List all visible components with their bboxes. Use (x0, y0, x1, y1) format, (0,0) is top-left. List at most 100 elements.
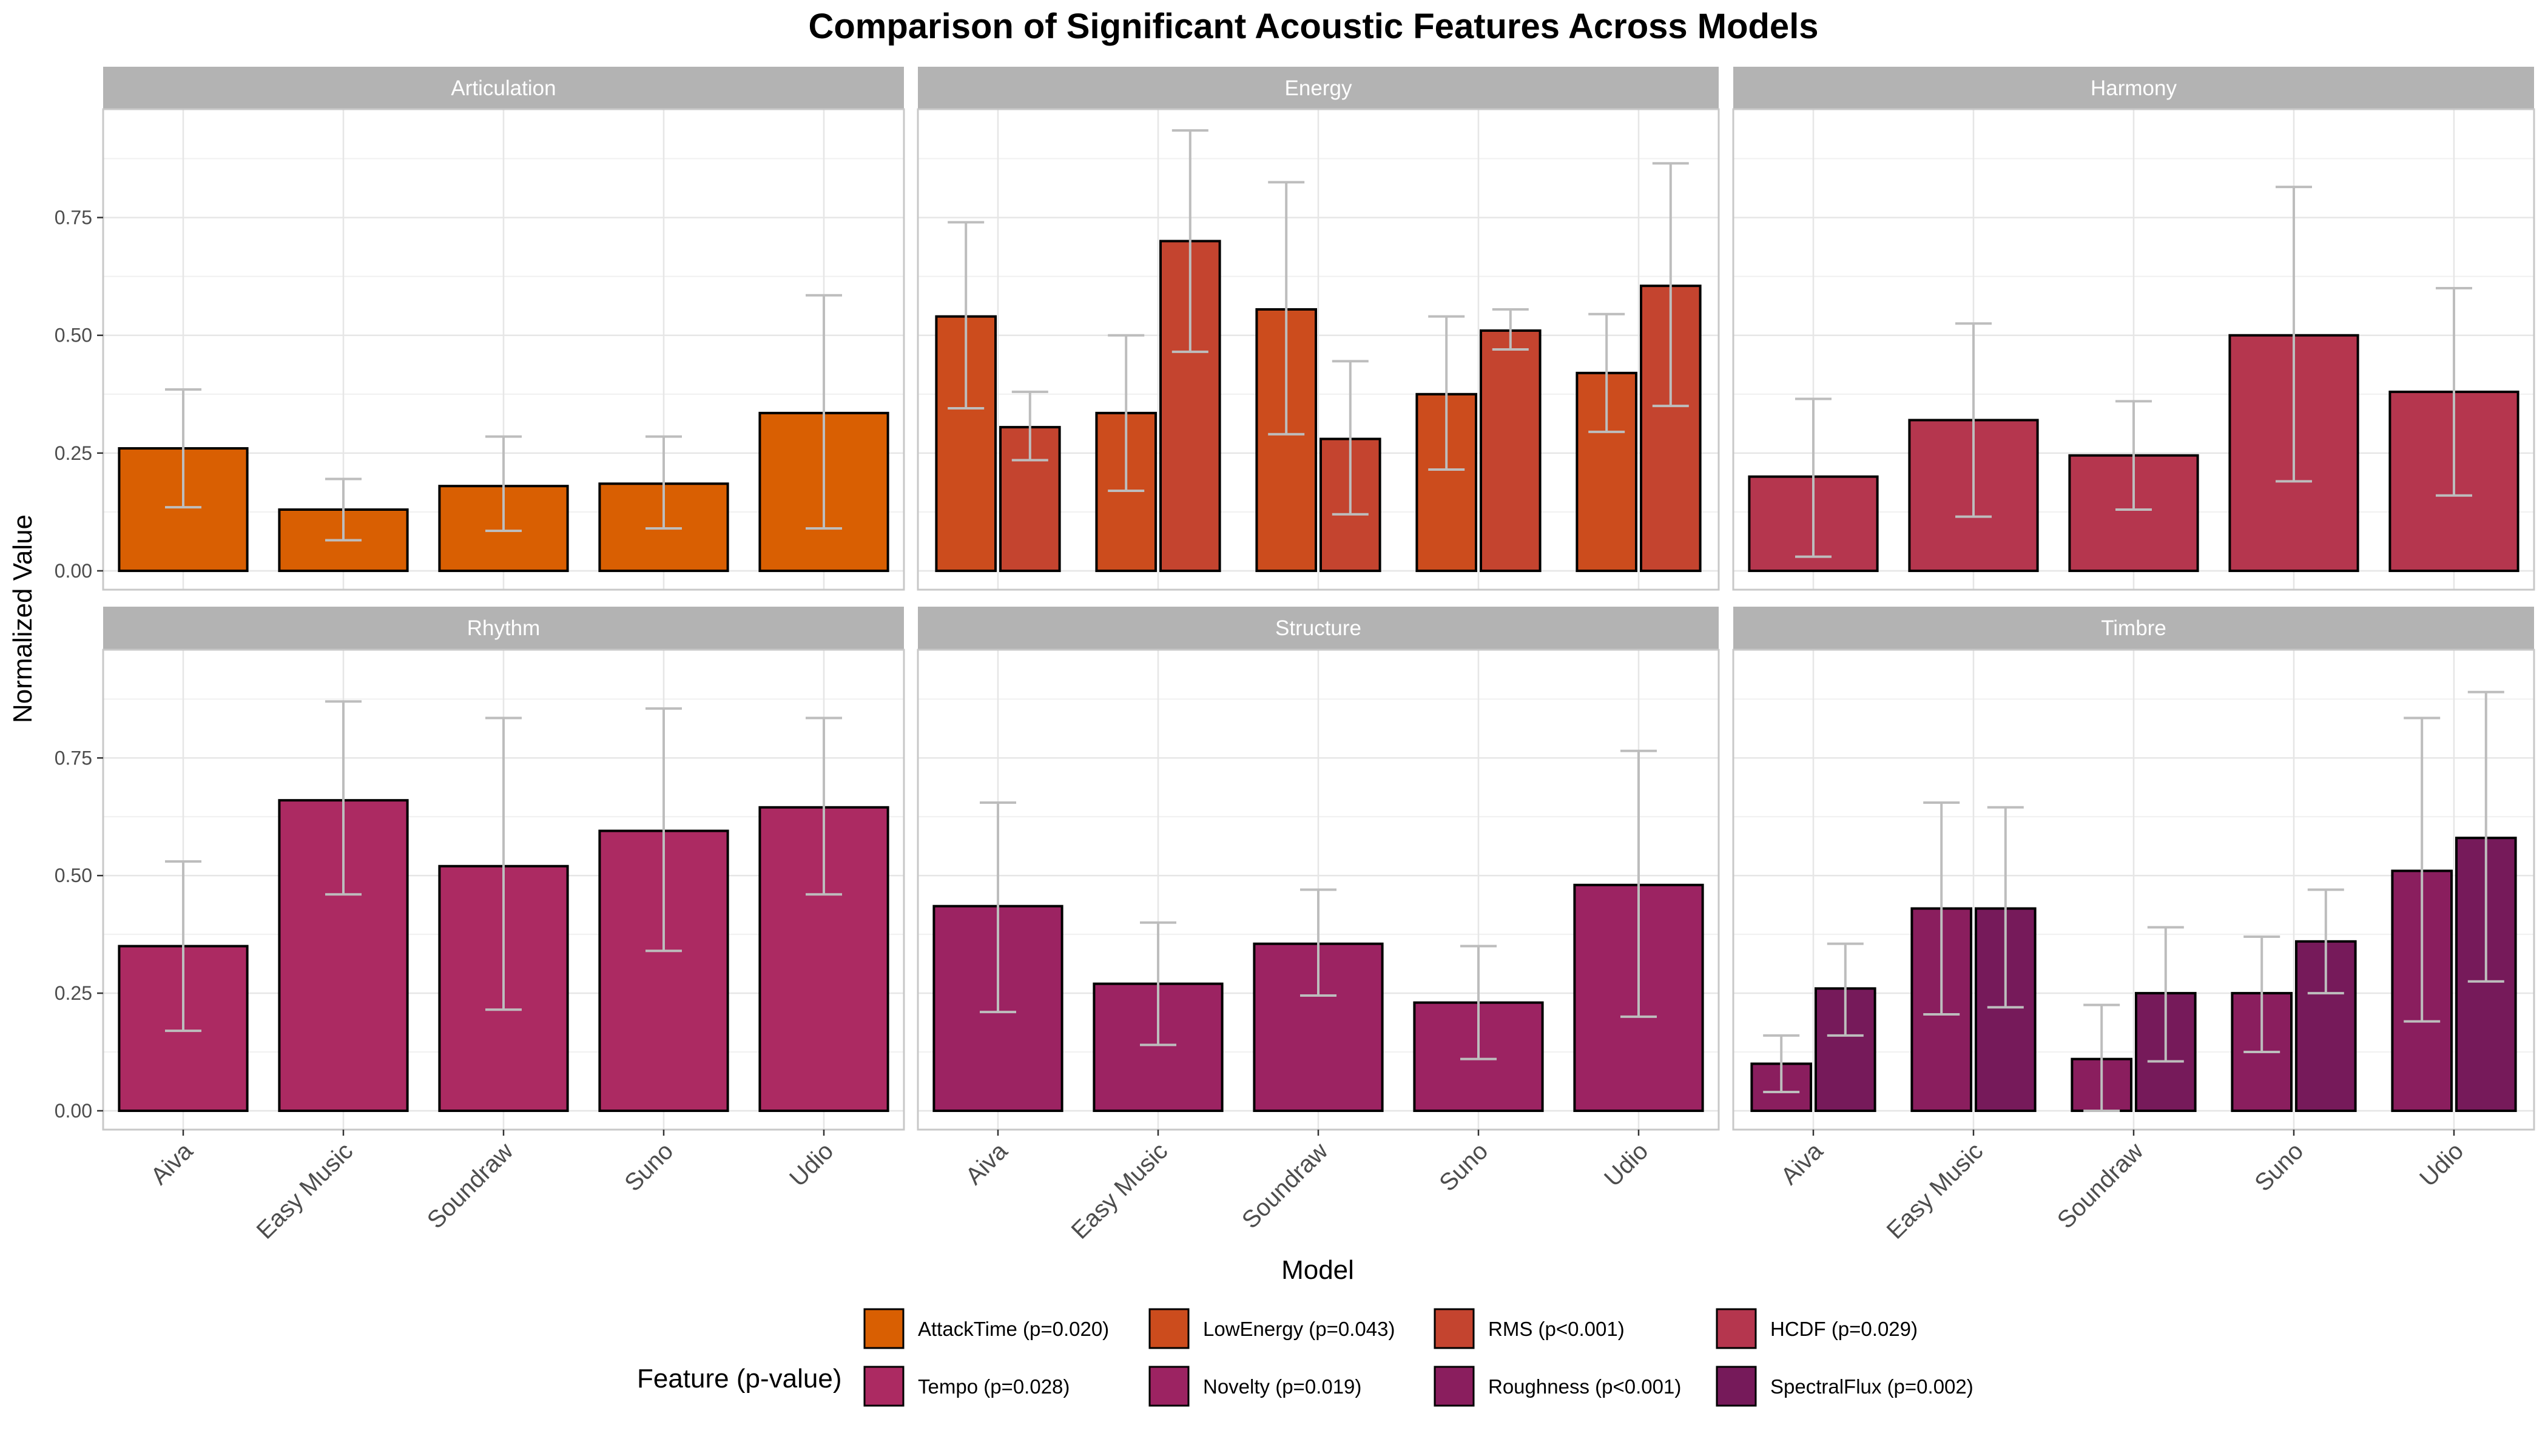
y-tick-label: 0.50 (55, 325, 92, 346)
error-bar-spectralflux-aiva (1827, 942, 1864, 1037)
legend-key-novelty (1148, 1366, 1190, 1407)
y-tick-label: 0.00 (55, 560, 92, 582)
error-bar-tempo-soundraw (485, 716, 522, 1011)
y-tick-label: 0.00 (55, 1100, 92, 1122)
legend-label-tempo: Tempo (p=0.028) (918, 1375, 1070, 1398)
x-tick-label: Soundraw (1237, 1138, 1333, 1234)
error-bar-lowenergy-easy-music (1108, 334, 1145, 492)
y-tick-label: 0.75 (55, 207, 92, 229)
error-bar-lowenergy-suno (1428, 315, 1465, 471)
chart-title: Comparison of Significant Acoustic Featu… (808, 7, 1818, 46)
error-bar-spectralflux-soundraw (2147, 926, 2184, 1063)
facet-strip (1733, 67, 2534, 109)
error-bar-rms-easy-music (1171, 129, 1208, 353)
x-tick-label: Udio (784, 1138, 838, 1191)
legend-item-hcdf: HCDF (p=0.029) (1716, 1308, 1918, 1349)
error-bar-rms-aiva (1011, 390, 1048, 462)
panel-border (102, 108, 905, 591)
error-bar-roughness-soundraw (2083, 1003, 2120, 1112)
error-bar-hcdf-udio (2436, 287, 2472, 497)
facet-strip (103, 67, 904, 109)
error-bar-tempo-aiva (165, 860, 201, 1033)
x-tick-label: Udio (1599, 1138, 1653, 1191)
legend-label-attacktime: AttackTime (p=0.020) (918, 1318, 1109, 1340)
error-bar-hcdf-easy-music (1955, 322, 1992, 518)
facet-strip (918, 607, 1719, 649)
error-bar-tempo-easy-music (325, 700, 362, 896)
legend-key-hcdf (1716, 1308, 1757, 1349)
legend-key-rms (1434, 1308, 1475, 1349)
legend-item-rms: RMS (p<0.001) (1434, 1308, 1625, 1349)
legend-label-roughness: Roughness (p<0.001) (1488, 1375, 1681, 1398)
facet-panels: Articulation 0.00 0.25 0.50 0.75 Energy Harmon… (55, 67, 2535, 1244)
facet-label: Structure (1275, 616, 1361, 640)
facet-panel-articulation: Articulation 0.00 0.25 0.50 0.75 (55, 67, 905, 591)
y-axis-title: Normalized Value (8, 514, 38, 723)
x-tick-label: Suno (2250, 1138, 2308, 1196)
legend-key-spectralflux (1716, 1366, 1757, 1407)
legend-title: Feature (p-value) (637, 1364, 841, 1394)
legend-key-lowenergy (1148, 1308, 1190, 1349)
facet-panel-harmony: Harmony (1732, 67, 2535, 591)
error-bar-rms-soundraw (1332, 360, 1369, 516)
error-bar-spectralflux-udio (2467, 690, 2504, 983)
legend-item-attacktime: AttackTime (p=0.020) (863, 1308, 1109, 1349)
error-bar-lowenergy-aiva (948, 221, 985, 410)
error-bar-novelty-suno (1460, 945, 1497, 1060)
x-tick-label: Easy Music (252, 1138, 359, 1244)
error-bar-novelty-easy-music (1140, 921, 1176, 1046)
x-tick-label: Aiva (960, 1138, 1013, 1190)
error-bar-hcdf-suno (2276, 186, 2312, 483)
error-bar-attacktime-soundraw (485, 435, 522, 532)
legend-key-tempo (863, 1366, 905, 1407)
error-bar-novelty-udio (1620, 749, 1657, 1018)
x-axis-title: Model (1281, 1255, 1354, 1285)
x-tick-label: Udio (2415, 1138, 2469, 1191)
x-tick-label: Soundraw (2052, 1138, 2149, 1234)
y-tick-label: 0.50 (55, 864, 92, 886)
error-bar-attacktime-udio (806, 294, 842, 530)
facet-strip (103, 607, 904, 649)
y-tick-label: 0.75 (55, 747, 92, 769)
legend-label-spectralflux: SpectralFlux (p=0.002) (1770, 1375, 1973, 1398)
error-bar-attacktime-easy-music (325, 477, 362, 542)
legend-key-roughness (1434, 1366, 1475, 1407)
error-bar-lowenergy-udio (1588, 312, 1625, 433)
facet-label: Articulation (451, 76, 556, 100)
error-bar-novelty-soundraw (1300, 888, 1336, 997)
x-tick-label: Easy Music (1067, 1138, 1173, 1244)
legend-item-lowenergy: LowEnergy (p=0.043) (1148, 1308, 1395, 1349)
legend-item-novelty: Novelty (p=0.019) (1148, 1366, 1361, 1407)
facet-strip (1733, 607, 2534, 649)
error-bar-attacktime-suno (645, 435, 682, 530)
legend-key-attacktime (863, 1308, 905, 1349)
legend-label-novelty: Novelty (p=0.019) (1203, 1375, 1361, 1398)
facet-panel-rhythm: Rhythm 0.00 0.25 0.50 0.75 Aiva Easy Music Soun… (55, 607, 905, 1244)
x-tick-label: Suno (619, 1138, 678, 1196)
legend: Feature (p-value) AttackTime (p=0.020) Lo… (637, 1308, 1973, 1407)
x-tick-label: Easy Music (1882, 1138, 1989, 1244)
bar-rms-suno (1480, 329, 1542, 572)
legend-label-rms: RMS (p<0.001) (1488, 1318, 1625, 1340)
panel-border (1732, 108, 2535, 591)
panel-border (917, 108, 1720, 591)
error-bar-roughness-udio (2404, 716, 2441, 1023)
facet-panel-timbre: Timbre Aiva Easy Music Soundraw Suno Udio (1732, 607, 2535, 1244)
x-tick-label: Soundraw (422, 1138, 519, 1234)
x-tick-label: Aiva (146, 1138, 198, 1190)
error-bar-attacktime-aiva (165, 388, 201, 509)
facet-label: Harmony (2091, 76, 2177, 100)
facet-label: Timbre (2101, 616, 2166, 640)
error-bar-novelty-aiva (980, 801, 1016, 1014)
error-bar-hcdf-soundraw (2115, 400, 2152, 511)
error-bar-rms-suno (1492, 308, 1529, 351)
facet-label: Rhythm (467, 616, 541, 640)
error-bar-spectralflux-easy-music (1987, 806, 2024, 1009)
legend-label-lowenergy: LowEnergy (p=0.043) (1203, 1318, 1395, 1340)
legend-item-roughness: Roughness (p<0.001) (1434, 1366, 1681, 1407)
x-tick-label: Suno (1434, 1138, 1493, 1196)
error-bar-tempo-suno (645, 707, 682, 952)
error-bar-roughness-easy-music (1923, 801, 1960, 1016)
x-tick-label: Aiva (1776, 1138, 1828, 1190)
